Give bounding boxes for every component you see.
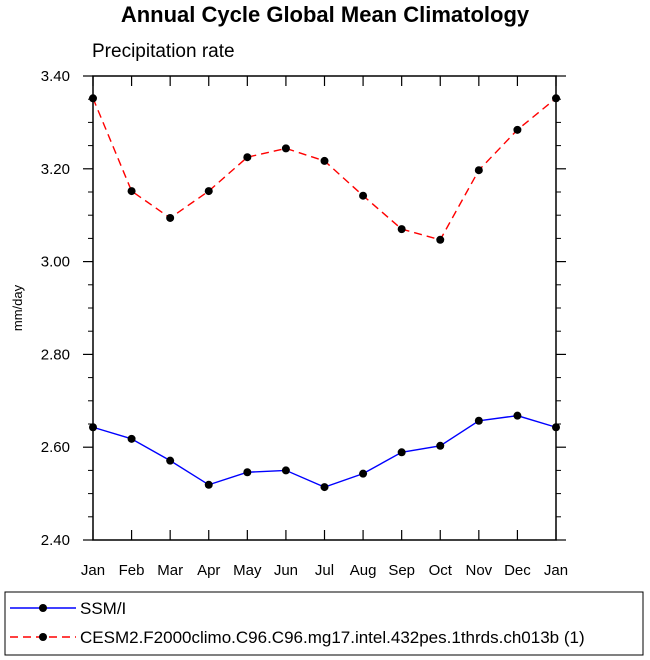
series-1-point <box>397 448 406 457</box>
series-layer <box>89 94 560 492</box>
series-1-point <box>204 480 213 489</box>
series-2-point <box>513 125 522 134</box>
series-2-point <box>397 225 406 234</box>
y-tick-labels: 2.40 2.60 2.80 3.00 3.20 3.40 <box>41 68 70 549</box>
x-tick-label: May <box>233 562 262 579</box>
series-line-1 <box>92 414 557 488</box>
series-2-point <box>89 94 97 103</box>
y-tick-label: 2.40 <box>41 532 70 549</box>
y-axis-label: mm/day <box>10 284 25 331</box>
series-1-point <box>89 423 97 432</box>
series-1-point <box>127 434 136 443</box>
series-2-point <box>320 156 329 165</box>
series-2-point <box>474 166 483 175</box>
x-tick-labels: Jan Feb Mar Apr May Jun Jul Aug Sep Oct Nov Dec Jan <box>81 562 568 579</box>
series-1-point <box>320 483 329 492</box>
series-1-point <box>513 411 522 420</box>
y-tick-label: 3.20 <box>41 161 70 178</box>
series-1-point <box>166 456 175 465</box>
series-1-point <box>281 466 290 475</box>
series-1-point <box>359 469 368 478</box>
legend-label-1: SSM/I <box>80 599 126 618</box>
series-2-point <box>552 94 560 103</box>
legend-label-2: CESM2.F2000climo.C96.C96.mg17.intel.432p… <box>80 628 585 647</box>
series-2-point <box>166 213 175 222</box>
axis-ticks <box>83 75 566 541</box>
chart-subtitle: Precipitation rate <box>92 41 235 62</box>
series-1-point <box>552 423 560 432</box>
series-2-point <box>127 187 136 196</box>
series-2-point <box>243 153 252 162</box>
chart-title: Annual Cycle Global Mean Climatology <box>121 2 530 27</box>
series-2-point <box>281 144 290 153</box>
x-tick-label: Jan <box>544 562 568 579</box>
legend: SSM/I CESM2.F2000climo.C96.C96.mg17.intel… <box>10 599 585 647</box>
series-2-point <box>204 187 213 196</box>
legend-box <box>4 591 644 656</box>
x-tick-label: Jul <box>315 562 334 579</box>
plot-frame <box>92 75 557 541</box>
series-line-2 <box>92 97 557 241</box>
y-tick-label: 2.60 <box>41 439 70 456</box>
y-tick-label: 3.40 <box>41 68 70 85</box>
legend-marker-1 <box>39 604 47 612</box>
series-2-point <box>436 235 445 244</box>
y-tick-label: 3.00 <box>41 254 70 271</box>
x-tick-label: Oct <box>429 562 453 579</box>
series-1-point <box>474 416 483 425</box>
series-1-point <box>436 441 445 450</box>
x-tick-label: Jun <box>274 562 298 579</box>
x-tick-label: Jan <box>81 562 105 579</box>
x-tick-label: Sep <box>388 562 415 579</box>
series-2-point <box>359 191 368 200</box>
x-tick-label: Feb <box>119 562 145 579</box>
legend-marker-2 <box>39 633 47 641</box>
x-tick-label: Dec <box>504 562 531 579</box>
series-1-point <box>243 468 252 477</box>
x-tick-label: Nov <box>465 562 492 579</box>
y-tick-label: 2.80 <box>41 346 70 363</box>
x-tick-label: Apr <box>197 562 220 579</box>
x-tick-label: Mar <box>157 562 183 579</box>
x-tick-label: Aug <box>350 562 377 579</box>
